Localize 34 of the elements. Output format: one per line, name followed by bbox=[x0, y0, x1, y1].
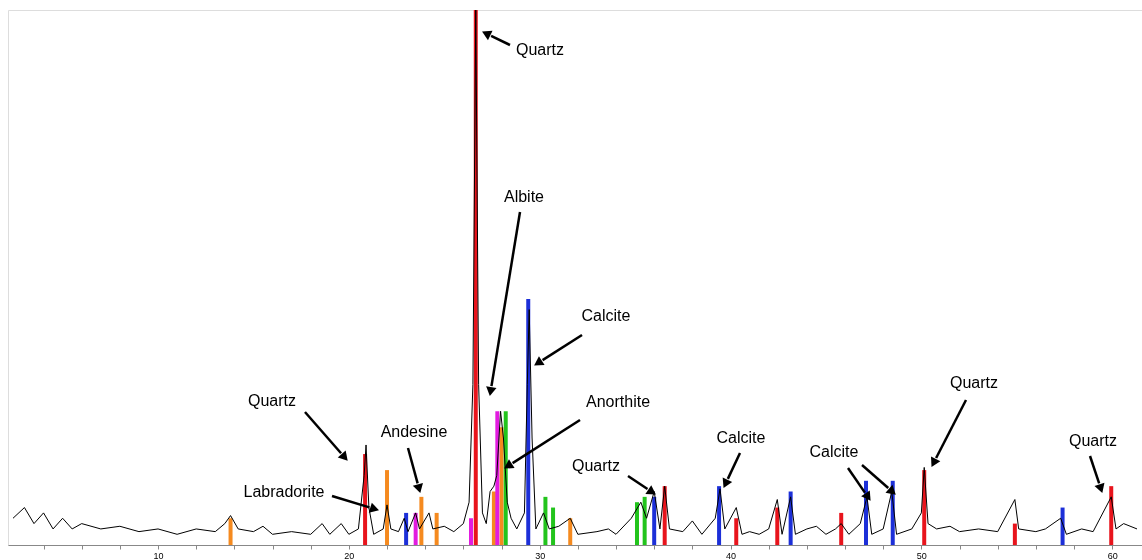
x-tick-label: 30 bbox=[535, 550, 546, 560]
bar bbox=[635, 502, 640, 545]
annotation: Calcite bbox=[809, 443, 859, 460]
annotation: Quartz bbox=[247, 392, 297, 409]
bar bbox=[775, 507, 780, 545]
bar bbox=[1012, 523, 1017, 545]
annotation: Andesine bbox=[380, 423, 448, 440]
annotation: Calcite bbox=[716, 429, 766, 446]
annotation: Anorthite bbox=[585, 393, 651, 410]
x-tick-label: 10 bbox=[153, 550, 164, 560]
bar bbox=[434, 512, 439, 545]
annotation: Quartz bbox=[571, 457, 621, 474]
bar bbox=[652, 496, 657, 545]
bar bbox=[543, 496, 548, 545]
bar bbox=[551, 507, 556, 545]
bar bbox=[839, 512, 844, 545]
bar bbox=[642, 496, 647, 545]
annotation: Quartz bbox=[949, 374, 999, 391]
annotation: Quartz bbox=[515, 41, 565, 58]
bar bbox=[734, 518, 739, 545]
x-tick-label: 40 bbox=[726, 550, 737, 560]
x-tick-label: 60 bbox=[1107, 550, 1118, 560]
annotation: Albite bbox=[503, 188, 545, 205]
x-tick-label: 50 bbox=[916, 550, 927, 560]
bar bbox=[419, 496, 424, 545]
bar bbox=[228, 518, 233, 545]
annotation: Labradorite bbox=[243, 483, 325, 500]
annotation: Calcite bbox=[581, 307, 631, 324]
bar bbox=[469, 518, 473, 545]
annotation: Quartz bbox=[1068, 432, 1118, 449]
bar bbox=[1109, 486, 1114, 545]
bar bbox=[568, 518, 573, 545]
x-tick-label: 20 bbox=[344, 550, 355, 560]
bar bbox=[499, 427, 504, 545]
